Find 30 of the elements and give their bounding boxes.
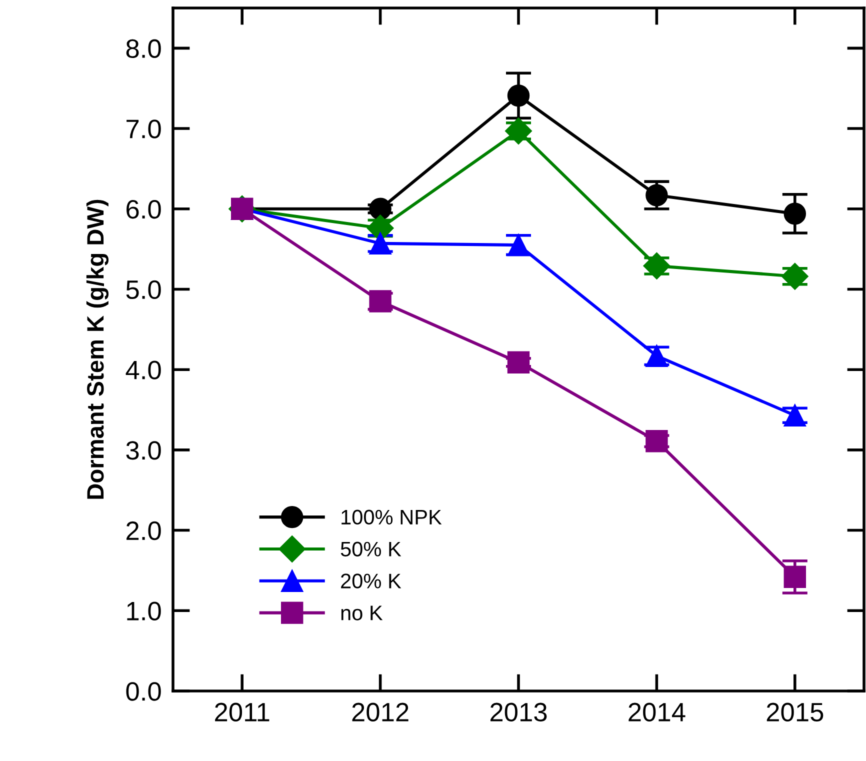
y-tick-label: 0.0	[126, 682, 161, 701]
x-tick-label: 2015	[766, 702, 824, 722]
y-tick-label: 8.0	[126, 39, 161, 58]
y-tick-label: 4.0	[126, 360, 161, 380]
x-tick-label: 2011	[215, 702, 270, 722]
legend-label: 50% K	[340, 542, 402, 556]
y-tick-label: 5.0	[126, 280, 161, 300]
point	[646, 184, 668, 206]
point	[643, 252, 670, 280]
point	[781, 262, 808, 290]
legend-label: 20% K	[341, 574, 402, 588]
point	[784, 566, 806, 588]
point	[507, 84, 530, 107]
y-tick-label: 6.0	[126, 200, 161, 219]
legend-label: no K	[341, 606, 383, 620]
y-tick-label: 3.0	[126, 441, 161, 460]
y-tick-label: 1.0	[127, 602, 161, 620]
legend-label: 100% NPK	[342, 510, 442, 525]
y-tick-label: 7.0	[126, 120, 161, 138]
x-tick-label: 2013	[490, 702, 547, 722]
point	[369, 232, 392, 255]
y-tick-label: 2.0	[126, 521, 161, 540]
x-tick-label: 2014	[628, 702, 686, 722]
y-axis-title: Dormant Stem K (g/kg DW)	[86, 200, 109, 499]
point	[646, 430, 668, 452]
point	[505, 117, 532, 144]
x-tick-label: 2012	[352, 702, 408, 722]
point	[369, 198, 392, 220]
point	[507, 351, 530, 374]
point	[784, 202, 806, 225]
